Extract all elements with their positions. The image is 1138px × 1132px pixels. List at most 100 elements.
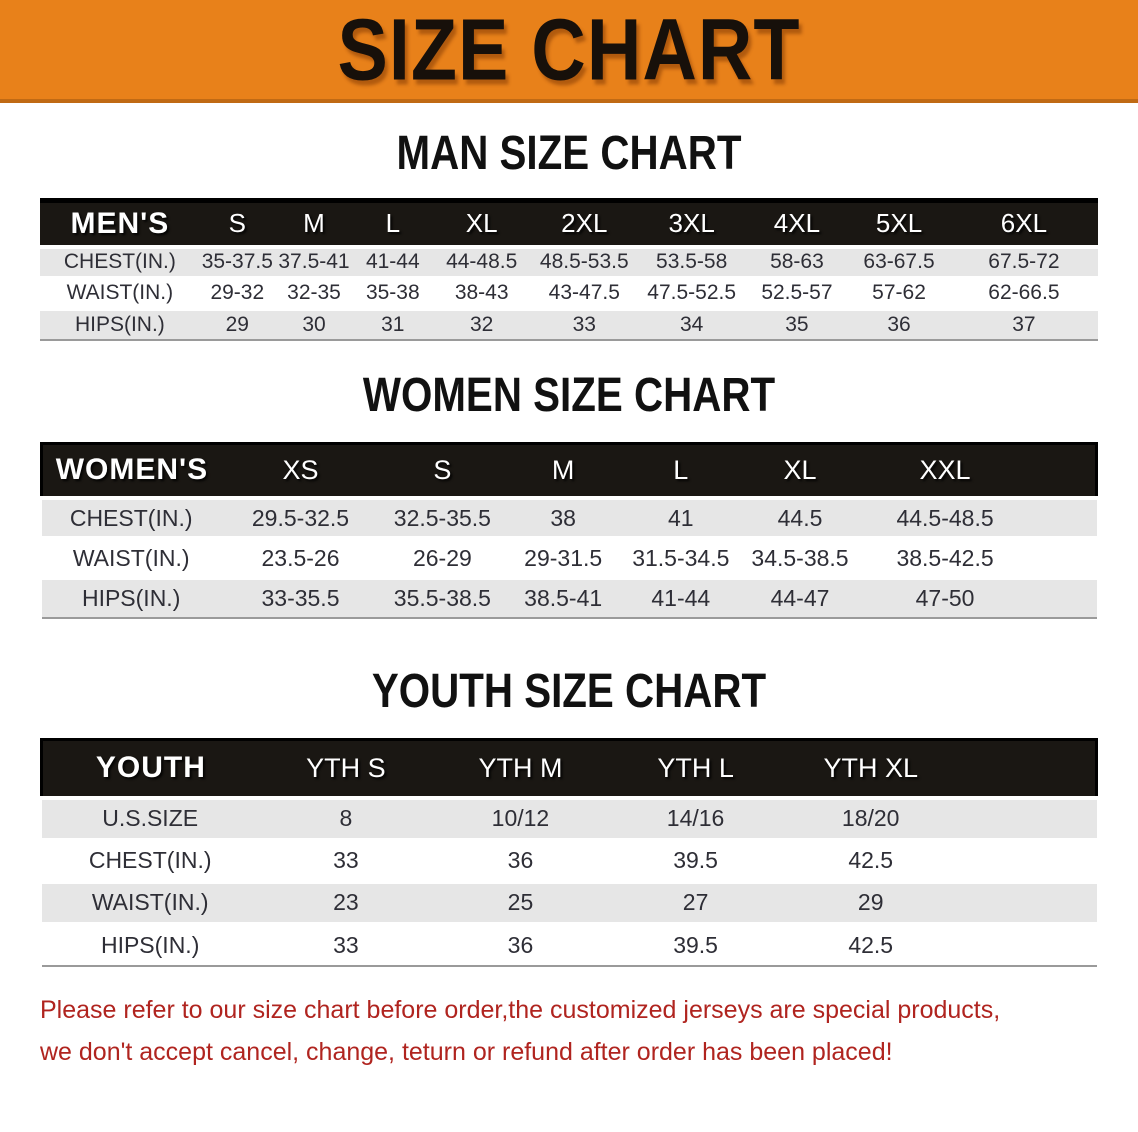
size-value-cell: 36: [848, 308, 950, 340]
size-value-cell: 33: [258, 839, 433, 882]
size-value-cell: 37: [949, 308, 1098, 340]
size-value-cell: 57-62: [848, 277, 950, 309]
size-value-cell: 30: [274, 308, 354, 340]
size-value-cell: 41: [621, 498, 740, 538]
table-row: WAIST(IN.) 29-32 32-35 35-38 38-43 43-47.5 47.…: [40, 277, 1098, 309]
size-value-cell: 38: [504, 498, 622, 538]
youth-size-table: YOUTH YTH S YTH M YTH L YTH XL U.S.SIZE 8 10/12…: [39, 738, 1099, 967]
size-column-header: M: [504, 441, 622, 500]
section-women: WOMEN SIZE CHART WOMEN'S XS S M L XL XXL CHEST(…: [0, 367, 1138, 619]
size-column-header: XL: [739, 441, 861, 500]
row-label: HIPS(IN.): [41, 578, 221, 618]
size-value-cell: 27: [608, 881, 784, 924]
size-column-header: 4XL: [745, 198, 849, 247]
size-value-cell: 47.5-52.5: [637, 277, 746, 309]
spacer-cell: [1029, 498, 1097, 538]
disclaimer-line-1: Please refer to our size chart before or…: [40, 995, 1001, 1024]
table-header-row: MEN'S S M L XL 2XL 3XL 4XL 5XL 6XL: [40, 198, 1098, 247]
size-value-cell: 41-44: [621, 578, 740, 618]
size-value-cell: 35-37.5: [199, 246, 275, 278]
size-column-header: S: [380, 441, 505, 500]
disclaimer-line-2: we don't accept cancel, change, teturn o…: [40, 1037, 893, 1066]
size-value-cell: 58-63: [745, 246, 849, 278]
table-row: HIPS(IN.) 29 30 31 32 33 34 35 36 37: [40, 308, 1098, 340]
table-row: HIPS(IN.) 33-35.5 35.5-38.5 38.5-41 41-44 44-…: [41, 578, 1097, 618]
size-column-header: 6XL: [949, 198, 1098, 247]
table-row: WAIST(IN.) 23.5-26 26-29 29-31.5 31.5-34.5 34…: [41, 538, 1097, 578]
size-value-cell: 38.5-42.5: [860, 538, 1030, 578]
size-value-cell: 35.5-38.5: [380, 578, 505, 618]
size-value-cell: 26-29: [380, 538, 505, 578]
size-value-cell: 32-35: [274, 277, 354, 309]
row-label: U.S.SIZE: [41, 797, 259, 840]
size-value-cell: 52.5-57: [745, 277, 849, 309]
size-value-cell: 25: [432, 881, 609, 924]
table-header-label: MEN'S: [40, 198, 200, 247]
table-row: CHEST(IN.) 29.5-32.5 32.5-35.5 38 41 44.5 44.5…: [41, 498, 1097, 538]
section-men: MAN SIZE CHART MEN'S S M L XL 2XL 3XL 4XL 5XL 6XL…: [0, 125, 1138, 341]
spacer-cell: [1029, 538, 1097, 578]
size-value-cell: 29-32: [199, 277, 275, 309]
row-label: CHEST(IN.): [41, 839, 259, 882]
size-column-header: XS: [220, 441, 381, 500]
size-chart-banner: SIZE CHART: [0, 0, 1138, 103]
size-column-header: YTH M: [432, 738, 609, 799]
size-value-cell: 67.5-72: [949, 246, 1098, 278]
size-value-cell: 31: [353, 308, 433, 340]
size-value-cell: 29.5-32.5: [220, 498, 381, 538]
size-column-header: M: [274, 198, 354, 247]
size-column-header: S: [199, 198, 275, 247]
size-value-cell: 42.5: [783, 923, 959, 966]
row-label: HIPS(IN.): [40, 308, 200, 340]
size-value-cell: 53.5-58: [637, 246, 746, 278]
size-value-cell: 42.5: [783, 839, 959, 882]
size-value-cell: 38-43: [432, 277, 531, 309]
spacer-cell: [1029, 441, 1098, 500]
spacer-cell: [958, 923, 1097, 966]
size-value-cell: 33-35.5: [220, 578, 381, 618]
size-value-cell: 32: [432, 308, 531, 340]
table-header-label: YOUTH: [39, 738, 259, 799]
disclaimer: Please refer to our size chart before or…: [40, 989, 1098, 1073]
size-value-cell: 43-47.5: [530, 277, 638, 309]
row-label: WAIST(IN.): [41, 538, 221, 578]
size-value-cell: 35: [745, 308, 849, 340]
size-value-cell: 44.5-48.5: [860, 498, 1030, 538]
size-value-cell: 33: [530, 308, 638, 340]
table-row: CHEST(IN.) 33 36 39.5 42.5: [41, 839, 1097, 882]
size-value-cell: 47-50: [860, 578, 1030, 618]
size-value-cell: 14/16: [608, 797, 784, 840]
size-value-cell: 34.5-38.5: [739, 538, 861, 578]
spacer-cell: [958, 797, 1097, 840]
size-column-header: XL: [432, 198, 531, 247]
size-value-cell: 31.5-34.5: [621, 538, 740, 578]
size-column-header: 2XL: [530, 198, 638, 247]
row-label: HIPS(IN.): [41, 923, 259, 966]
size-value-cell: 41-44: [353, 246, 433, 278]
size-value-cell: 33: [258, 923, 433, 966]
size-value-cell: 34: [637, 308, 746, 340]
size-value-cell: 8: [258, 797, 433, 840]
size-value-cell: 23.5-26: [220, 538, 381, 578]
spacer-cell: [958, 839, 1097, 882]
table-row: HIPS(IN.) 33 36 39.5 42.5: [41, 923, 1097, 966]
size-value-cell: 29-31.5: [504, 538, 622, 578]
size-value-cell: 39.5: [608, 839, 784, 882]
size-value-cell: 39.5: [608, 923, 784, 966]
size-value-cell: 29: [783, 881, 959, 924]
table-header-row: WOMEN'S XS S M L XL XXL: [39, 441, 1098, 500]
size-value-cell: 32.5-35.5: [380, 498, 505, 538]
women-size-table: WOMEN'S XS S M L XL XXL CHEST(IN.) 29.5-32.5 32.5…: [39, 441, 1098, 619]
size-column-header: 3XL: [637, 198, 746, 247]
size-column-header: 5XL: [848, 198, 950, 247]
size-value-cell: 44.5: [739, 498, 861, 538]
table-header-label: WOMEN'S: [39, 441, 221, 500]
size-value-cell: 18/20: [783, 797, 959, 840]
size-value-cell: 44-47: [739, 578, 861, 618]
spacer-cell: [1029, 578, 1097, 618]
size-value-cell: 63-67.5: [848, 246, 950, 278]
men-size-table: MEN'S S M L XL 2XL 3XL 4XL 5XL 6XL CHEST(IN.) 35-37…: [40, 198, 1098, 341]
youth-section-heading: YOUTH SIZE CHART: [371, 663, 767, 718]
size-value-cell: 62-66.5: [949, 277, 1098, 309]
row-label: CHEST(IN.): [40, 246, 200, 278]
